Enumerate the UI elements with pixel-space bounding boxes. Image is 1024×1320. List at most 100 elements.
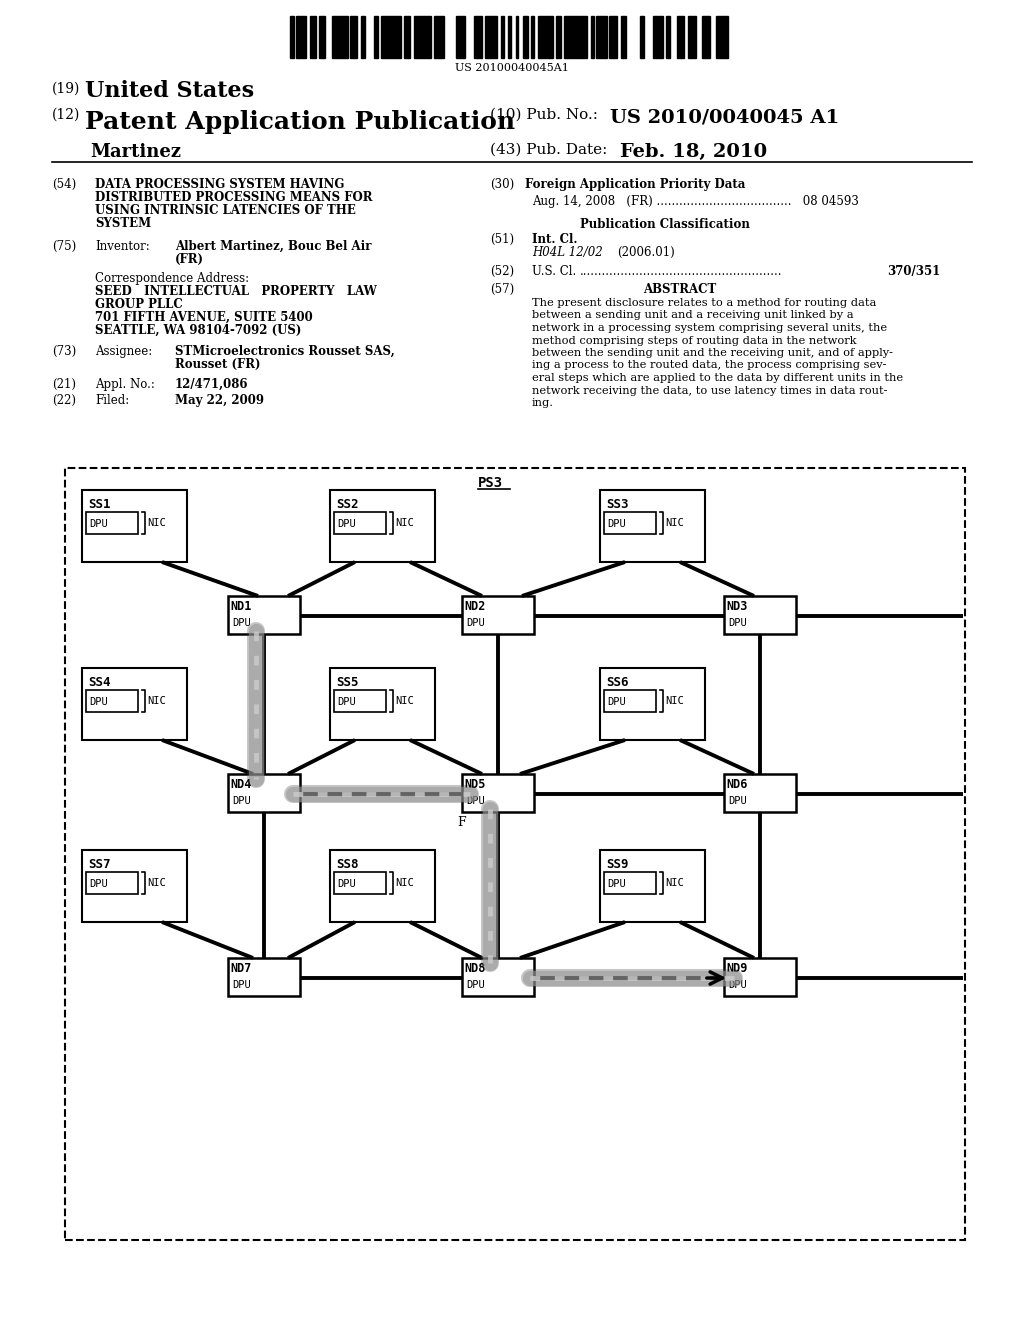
Text: NIC: NIC bbox=[665, 696, 684, 706]
Text: SS4: SS4 bbox=[88, 676, 111, 689]
Text: SS3: SS3 bbox=[606, 498, 629, 511]
Text: eral steps which are applied to the data by different units in the: eral steps which are applied to the data… bbox=[532, 374, 903, 383]
Bar bbox=[600, 490, 705, 562]
Bar bbox=[336, 16, 338, 58]
Text: (52): (52) bbox=[490, 265, 514, 279]
Bar bbox=[296, 16, 298, 58]
Text: (19): (19) bbox=[52, 82, 80, 96]
Bar bbox=[656, 16, 660, 58]
Text: NIC: NIC bbox=[665, 517, 684, 528]
Text: between a sending unit and a receiving unit linked by a: between a sending unit and a receiving u… bbox=[532, 310, 854, 321]
Bar bbox=[388, 16, 391, 58]
Bar bbox=[724, 597, 796, 634]
Bar bbox=[609, 16, 613, 58]
Bar bbox=[433, 16, 436, 58]
Text: Patent Application Publication: Patent Application Publication bbox=[85, 110, 515, 135]
Bar bbox=[549, 16, 553, 58]
Bar bbox=[724, 958, 796, 997]
Text: NIC: NIC bbox=[147, 517, 166, 528]
Bar bbox=[86, 512, 138, 535]
Bar bbox=[323, 16, 326, 58]
Text: US 2010/0040045 A1: US 2010/0040045 A1 bbox=[610, 108, 840, 125]
Text: (22): (22) bbox=[52, 393, 76, 407]
Text: NIC: NIC bbox=[395, 696, 414, 706]
Text: (51): (51) bbox=[490, 234, 514, 246]
Bar bbox=[539, 16, 542, 58]
Bar bbox=[624, 16, 626, 58]
Text: SS2: SS2 bbox=[336, 498, 358, 511]
Bar bbox=[666, 16, 668, 58]
Text: (57): (57) bbox=[490, 282, 514, 296]
Text: (2006.01): (2006.01) bbox=[617, 246, 675, 259]
Text: DPU: DPU bbox=[89, 697, 108, 708]
Text: SS6: SS6 bbox=[606, 676, 629, 689]
Text: DPU: DPU bbox=[728, 979, 746, 990]
Bar bbox=[228, 597, 300, 634]
Bar bbox=[86, 873, 138, 894]
Text: 370/351: 370/351 bbox=[887, 265, 940, 279]
Bar bbox=[681, 16, 684, 58]
Bar bbox=[462, 958, 534, 997]
Bar bbox=[724, 774, 796, 812]
Text: PS3: PS3 bbox=[478, 477, 503, 490]
Bar bbox=[640, 16, 642, 58]
Text: ing.: ing. bbox=[532, 399, 554, 408]
Bar bbox=[570, 16, 573, 58]
Bar bbox=[408, 16, 410, 58]
Bar bbox=[341, 16, 345, 58]
Text: DPU: DPU bbox=[232, 979, 251, 990]
Text: STMicroelectronics Rousset SAS,: STMicroelectronics Rousset SAS, bbox=[175, 345, 394, 358]
Bar bbox=[660, 16, 664, 58]
Text: Feb. 18, 2010: Feb. 18, 2010 bbox=[620, 143, 767, 161]
Bar bbox=[419, 16, 424, 58]
Bar bbox=[477, 16, 479, 58]
Bar bbox=[338, 16, 341, 58]
Bar bbox=[474, 16, 477, 58]
Bar bbox=[391, 16, 393, 58]
Bar bbox=[688, 16, 690, 58]
Text: US 20100040045A1: US 20100040045A1 bbox=[455, 63, 569, 73]
Bar bbox=[604, 690, 656, 711]
Bar bbox=[65, 469, 965, 1239]
Bar bbox=[381, 16, 383, 58]
Text: NIC: NIC bbox=[395, 878, 414, 888]
Text: DPU: DPU bbox=[607, 519, 626, 529]
Bar bbox=[547, 16, 549, 58]
Bar bbox=[531, 16, 534, 58]
Bar bbox=[601, 16, 606, 58]
Bar bbox=[310, 16, 315, 58]
Bar bbox=[319, 16, 323, 58]
Text: May 22, 2009: May 22, 2009 bbox=[175, 393, 264, 407]
Bar bbox=[404, 16, 408, 58]
Bar bbox=[716, 16, 722, 58]
Bar bbox=[428, 16, 431, 58]
Text: (12): (12) bbox=[52, 108, 80, 121]
Text: ND1: ND1 bbox=[230, 601, 251, 612]
Text: NIC: NIC bbox=[147, 878, 166, 888]
Bar bbox=[523, 16, 525, 58]
Bar bbox=[456, 16, 460, 58]
Text: SS1: SS1 bbox=[88, 498, 111, 511]
Bar bbox=[592, 16, 594, 58]
Text: method comprising steps of routing data in the network: method comprising steps of routing data … bbox=[532, 335, 856, 346]
Text: ND2: ND2 bbox=[464, 601, 485, 612]
Bar bbox=[642, 16, 644, 58]
Text: DPU: DPU bbox=[466, 979, 484, 990]
Text: Publication Classification: Publication Classification bbox=[580, 218, 750, 231]
Text: SEED   INTELLECTUAL   PROPERTY   LAW: SEED INTELLECTUAL PROPERTY LAW bbox=[95, 285, 377, 298]
Bar bbox=[501, 16, 504, 58]
Bar bbox=[228, 958, 300, 997]
Text: ing a process to the routed data, the process comprising sev-: ing a process to the routed data, the pr… bbox=[532, 360, 887, 371]
Bar bbox=[385, 16, 388, 58]
Text: U.S. Cl.: U.S. Cl. bbox=[532, 265, 577, 279]
Bar bbox=[439, 16, 444, 58]
Text: Aug. 14, 2008   (FR) ....................................   08 04593: Aug. 14, 2008 (FR) .....................… bbox=[532, 195, 859, 209]
Text: ND5: ND5 bbox=[464, 777, 485, 791]
Text: DPU: DPU bbox=[607, 879, 626, 888]
Text: (FR): (FR) bbox=[175, 253, 204, 267]
Bar bbox=[414, 16, 419, 58]
Bar bbox=[556, 16, 558, 58]
Text: DPU: DPU bbox=[337, 879, 355, 888]
Text: ND6: ND6 bbox=[726, 777, 748, 791]
Bar bbox=[652, 16, 656, 58]
